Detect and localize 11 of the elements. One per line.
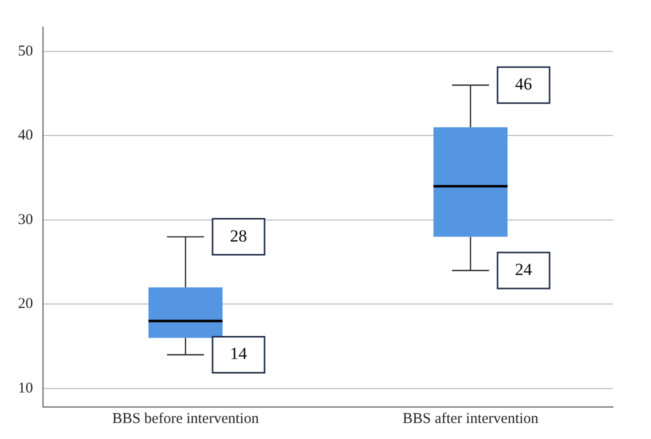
y-tick-label: 50 — [18, 43, 33, 60]
x-tick-label: BBS after intervention — [402, 410, 539, 427]
y-tick-label: 10 — [18, 380, 33, 396]
annotation: 46 — [515, 74, 532, 94]
annotation: 28 — [230, 226, 248, 246]
y-tick-label: 30 — [18, 212, 33, 228]
x-tick-label: BBS before intervention — [112, 410, 260, 427]
y-tick-label: 20 — [18, 296, 33, 312]
y-tick-label: 40 — [18, 128, 33, 144]
annotation: 14 — [230, 344, 248, 364]
annotation: 24 — [515, 260, 533, 279]
